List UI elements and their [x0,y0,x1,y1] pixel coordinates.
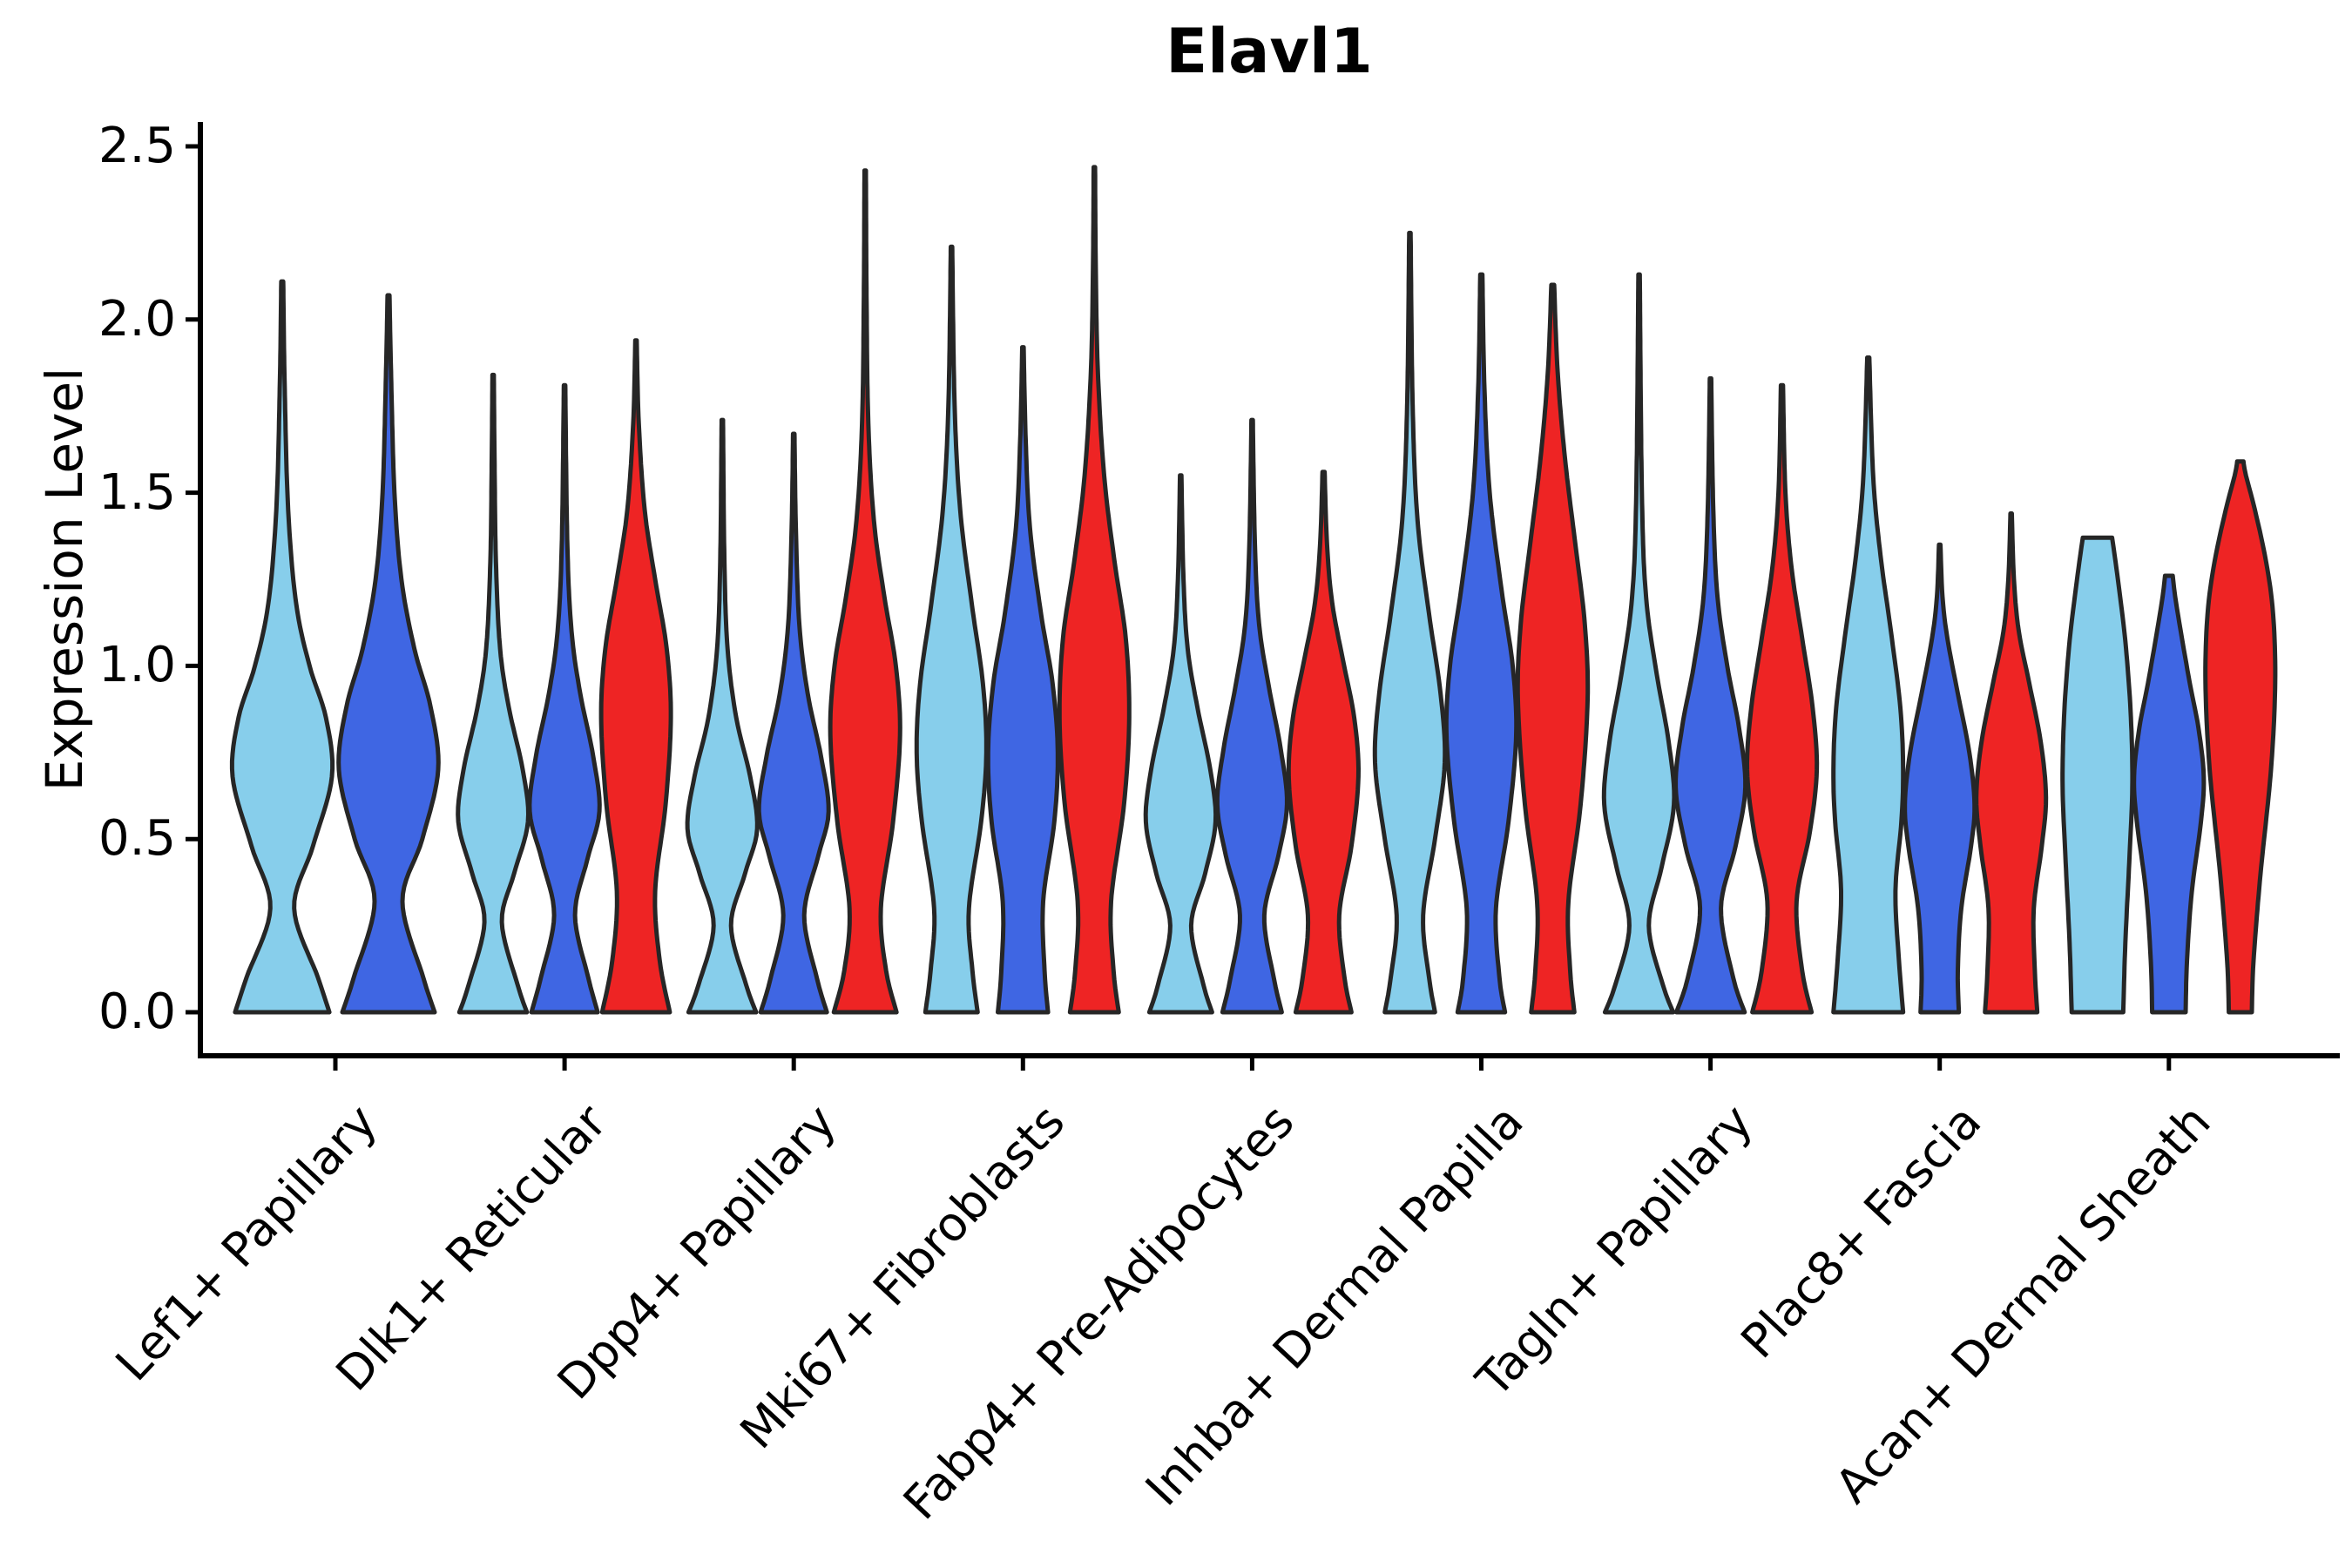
y-tick-label: 0.0 [98,983,176,1040]
y-axis-label: Expression Level [35,367,94,792]
violin-3-series-2 [1057,165,1132,1015]
y-tick-label: 1.5 [98,463,176,521]
violin-3-series-1 [985,345,1060,1015]
violin-8-series-1 [2132,573,2207,1015]
y-tick-label: 1.0 [98,637,176,694]
chart-title: Elavl1 [1166,16,1373,87]
violin-0-series-1 [336,293,441,1015]
violin-3-series-0 [914,244,989,1015]
violin-7-series-2 [1974,511,2049,1015]
violin-4-series-0 [1143,473,1219,1015]
violin-1-series-0 [456,372,531,1015]
violin-0-series-0 [229,279,335,1015]
violin-2-series-1 [756,431,831,1015]
violin-2-series-2 [828,168,902,1015]
violin-8-series-0 [2060,535,2135,1015]
violin-2-series-0 [685,417,760,1015]
tick-marks [186,144,2172,1071]
violin-6-series-0 [1601,272,1677,1015]
violin-8-series-2 [2203,459,2278,1015]
violin-5-series-2 [1515,282,1591,1015]
violin-5-series-0 [1372,230,1448,1015]
y-tick-label: 2.0 [98,290,176,348]
violin-1-series-2 [598,338,673,1015]
violin-6-series-1 [1673,375,1748,1015]
axes-spines [198,122,2340,1058]
violin-1-series-1 [527,382,602,1015]
violin-6-series-2 [1745,382,1820,1015]
y-tick-label: 0.5 [98,810,176,868]
violin-7-series-1 [1903,542,1977,1015]
violin-5-series-1 [1443,272,1519,1015]
violin-7-series-0 [1831,355,1906,1015]
violins-layer [229,165,2278,1015]
violin-4-series-2 [1286,470,1361,1015]
violin-4-series-1 [1214,417,1289,1015]
y-tick-label: 2.5 [98,118,176,174]
